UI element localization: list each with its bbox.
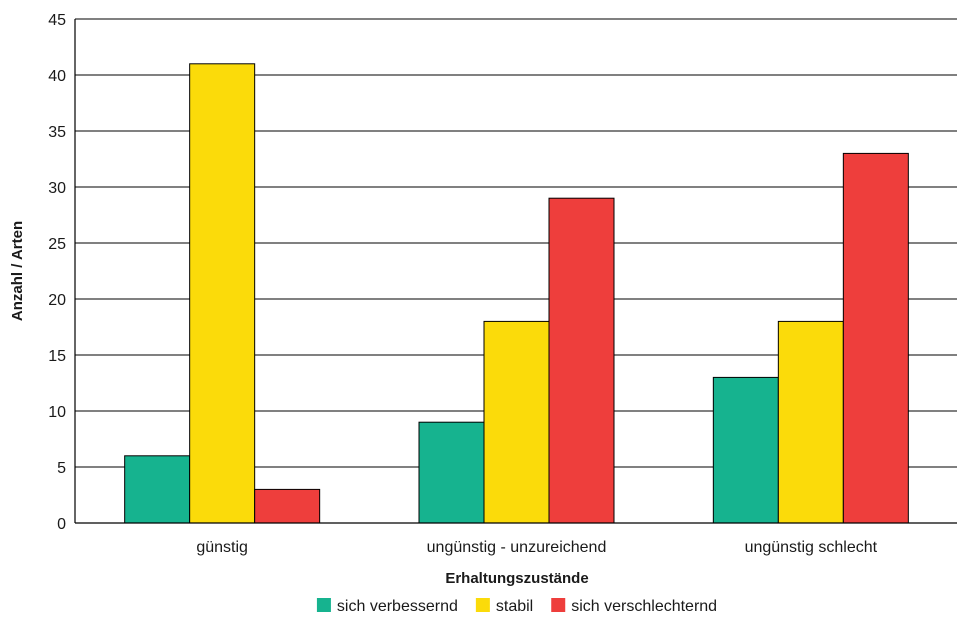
legend-label: sich verbessernd — [337, 598, 458, 615]
y-tick-label: 0 — [57, 516, 66, 533]
y-tick-label: 5 — [57, 460, 66, 477]
x-tick-label: ungünstig - unzureichend — [427, 539, 607, 556]
legend-item: sich verschlechternd — [551, 598, 717, 615]
y-tick-label: 45 — [48, 12, 66, 29]
legend-swatch — [316, 598, 331, 612]
x-tick-label: günstig — [196, 539, 248, 556]
legend-swatch — [551, 598, 566, 612]
legend-item: sich verbessernd — [316, 598, 458, 615]
y-tick-label: 30 — [48, 180, 66, 197]
bar-sich-verbessernd-1 — [418, 421, 485, 524]
bar-sich-verschlechternd-1 — [548, 197, 615, 524]
bar-sich-verschlechternd-0 — [254, 488, 321, 524]
legend-item: stabil — [475, 598, 533, 615]
y-tick-label: 20 — [48, 292, 66, 309]
x-axis-label: Erhaltungszustände — [445, 570, 588, 587]
y-tick-label: 40 — [48, 68, 66, 85]
axes — [74, 19, 957, 524]
y-tick-label: 35 — [48, 124, 66, 141]
y-tick-label: 25 — [48, 236, 66, 253]
bar-sich-verbessernd-2 — [712, 376, 779, 524]
bar-stabil-0 — [189, 63, 256, 524]
legend: sich verbessernd stabil sich verschlechter… — [316, 598, 717, 615]
y-tick-labels: 0 5 10 15 20 25 30 35 40 45 — [48, 12, 66, 533]
legend-label: sich verschlechternd — [571, 598, 717, 615]
legend-label: stabil — [496, 598, 533, 615]
x-tick-label: ungünstig schlecht — [745, 539, 878, 556]
bars — [124, 63, 909, 524]
y-tick-label: 10 — [48, 404, 66, 421]
y-tick-label: 15 — [48, 348, 66, 365]
bar-stabil-1 — [483, 320, 550, 524]
bar-stabil-2 — [777, 320, 844, 524]
bar-sich-verbessernd-0 — [124, 455, 191, 524]
y-axis-label: Anzahl / Arten — [9, 221, 26, 321]
legend-swatch — [475, 598, 490, 612]
x-tick-labels: günstig ungünstig - unzureichend ungünstig… — [196, 539, 877, 556]
bar-sich-verschlechternd-2 — [842, 152, 909, 524]
